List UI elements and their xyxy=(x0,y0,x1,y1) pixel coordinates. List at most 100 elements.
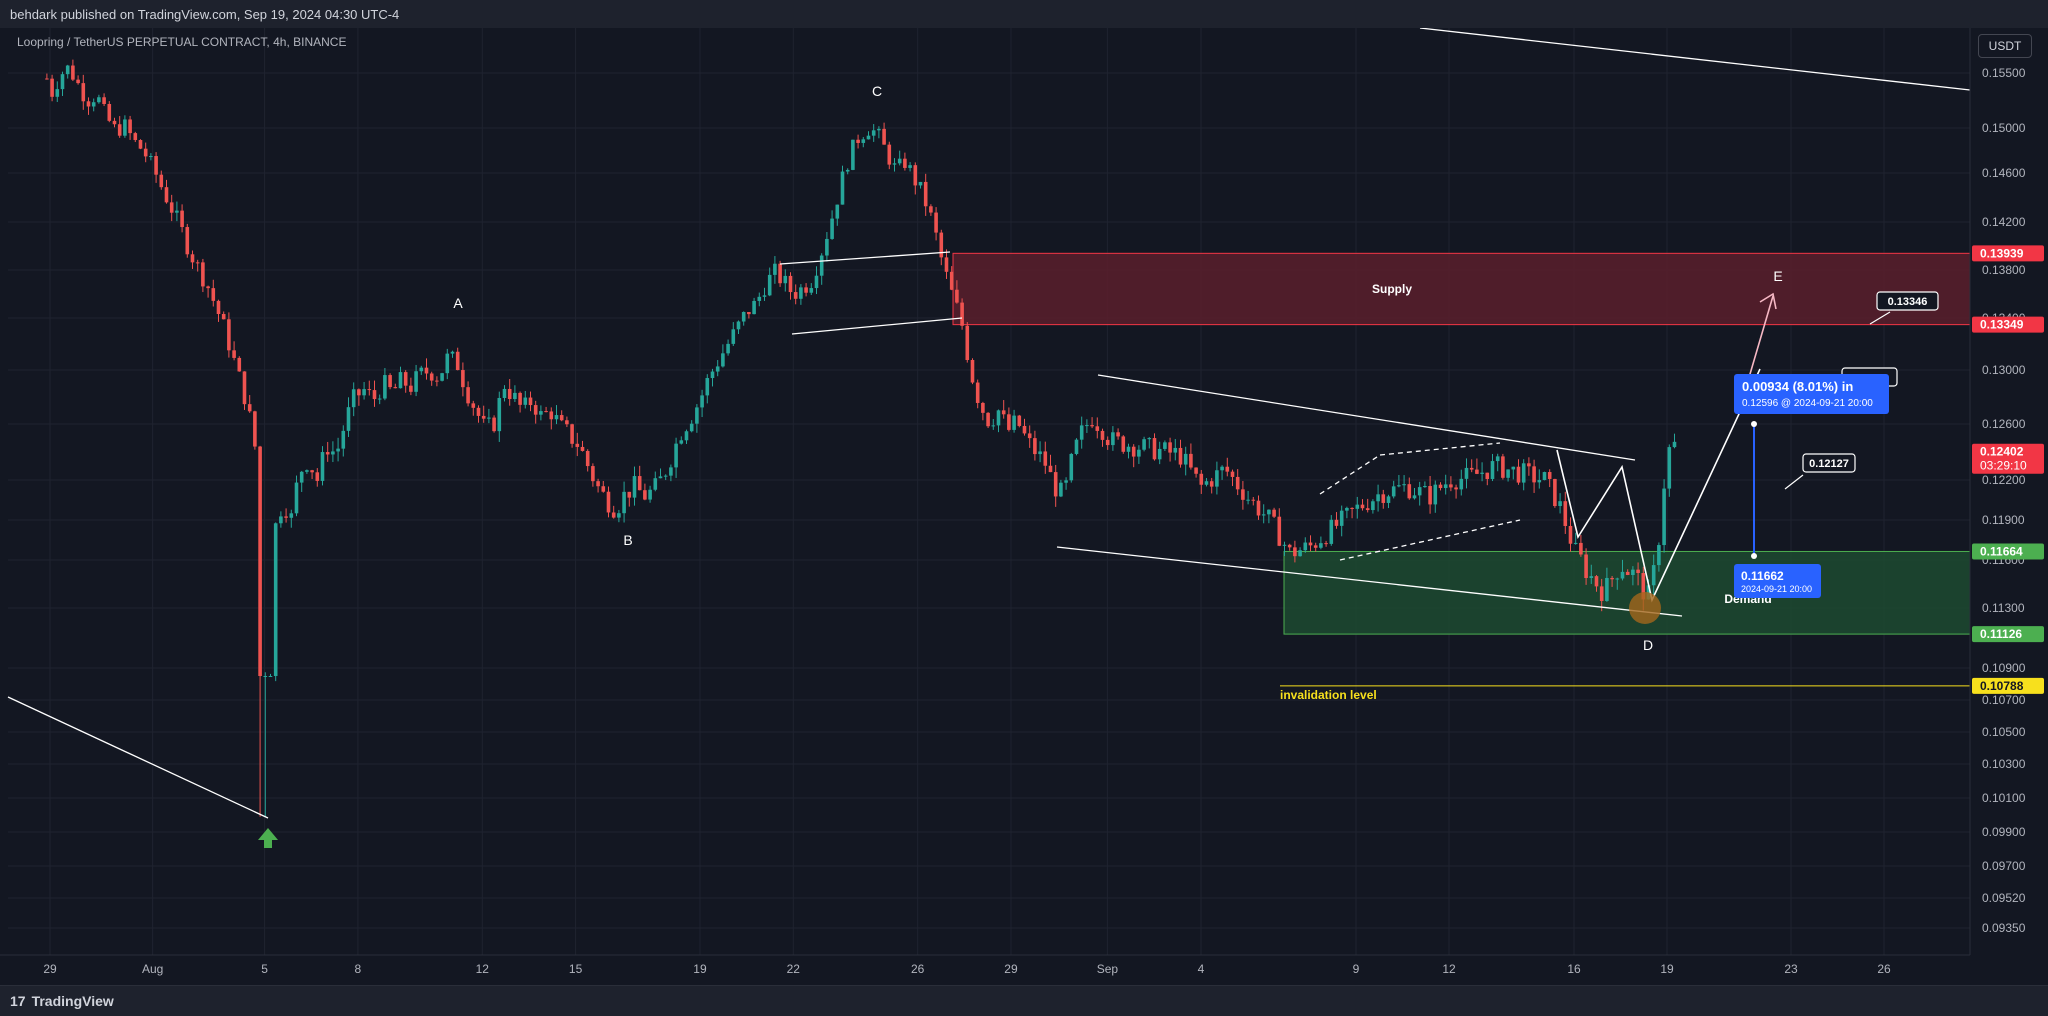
candle-body xyxy=(1022,425,1027,434)
candle-body xyxy=(1209,481,1214,487)
time-tick-label: 8 xyxy=(355,962,362,976)
candle-body xyxy=(273,523,278,676)
candle-body xyxy=(1137,449,1141,457)
candle-body xyxy=(549,411,554,420)
wave-label: B xyxy=(623,532,632,548)
candle-body xyxy=(1469,467,1474,470)
candle-body xyxy=(1568,525,1573,544)
time-tick-label: 29 xyxy=(1004,962,1018,976)
candle-body xyxy=(185,227,190,255)
candle-body xyxy=(279,516,283,524)
candle-body xyxy=(1147,438,1152,440)
candle-body xyxy=(351,389,356,408)
candle-body xyxy=(1553,478,1557,507)
candle-body xyxy=(1053,472,1058,497)
candle-body xyxy=(627,491,632,498)
candle-body xyxy=(1490,461,1495,479)
candle-body xyxy=(1501,456,1505,478)
price-label: 0.13349 xyxy=(1980,318,2024,332)
candle-body xyxy=(502,388,507,398)
candle-body xyxy=(1631,569,1635,575)
price-label: 0.11126 xyxy=(1980,627,2022,641)
price-tick-label: 0.15500 xyxy=(1982,66,2026,80)
candle-body xyxy=(289,513,294,518)
candle-body xyxy=(554,415,559,420)
time-tick-label: Sep xyxy=(1097,962,1119,976)
candle-body xyxy=(1059,482,1063,497)
candle-body xyxy=(1095,426,1100,431)
candle-body xyxy=(102,97,106,104)
candle-body xyxy=(611,512,616,518)
candle-body xyxy=(1007,414,1011,430)
candle-body xyxy=(736,321,741,330)
candle-body xyxy=(1282,544,1287,546)
candle-body xyxy=(923,181,928,207)
candle-body xyxy=(975,382,980,403)
demand-zone xyxy=(1283,550,1971,635)
time-tick-label: 9 xyxy=(1353,962,1360,976)
candle-body xyxy=(1402,484,1406,486)
d-marker xyxy=(1629,592,1661,624)
time-tick-label: 4 xyxy=(1198,962,1205,976)
candle-body xyxy=(1449,484,1453,488)
candle-body xyxy=(294,482,299,514)
price-tick-label: 0.09520 xyxy=(1982,891,2026,905)
candle-body xyxy=(154,156,158,175)
candle-body xyxy=(1605,577,1609,601)
candle-body xyxy=(1142,439,1146,450)
candle-body xyxy=(1428,486,1432,505)
rect-flag-bottom xyxy=(791,317,963,335)
candle-body xyxy=(1662,488,1666,546)
candle-body xyxy=(315,472,320,481)
candle-body xyxy=(419,367,424,372)
price-tick-label: 0.12600 xyxy=(1982,417,2026,431)
candle-body xyxy=(513,392,517,400)
candle-body xyxy=(1100,430,1105,440)
candle-body xyxy=(908,165,912,168)
candle-body xyxy=(1246,499,1250,501)
time-tick-label: 16 xyxy=(1567,962,1581,976)
time-tick-label: 23 xyxy=(1784,962,1798,976)
candle-body xyxy=(1615,578,1620,580)
candle-body xyxy=(1594,576,1599,587)
candle-body xyxy=(1105,439,1110,446)
candle-body xyxy=(528,397,533,406)
currency-button[interactable]: USDT xyxy=(1978,34,2032,58)
supply-label: Supply xyxy=(1372,282,1412,296)
candle-body xyxy=(367,389,372,391)
candle-body xyxy=(1376,494,1380,502)
tradingview-logo[interactable]: 17 TradingView xyxy=(10,993,114,1009)
candle-body xyxy=(996,410,1001,426)
candle-body xyxy=(320,452,325,481)
wave-label: C xyxy=(872,83,882,99)
wedge-bottom xyxy=(1339,519,1521,561)
candle-body xyxy=(1475,469,1479,474)
candle-body xyxy=(1241,489,1245,500)
candle-body xyxy=(986,412,990,427)
candle-body xyxy=(970,359,975,383)
price-tick-label: 0.14600 xyxy=(1982,166,2026,180)
candle-body xyxy=(1589,576,1594,579)
candle-body xyxy=(305,470,309,472)
candle-body xyxy=(242,371,247,405)
candle-body xyxy=(674,443,678,468)
candle-body xyxy=(689,423,694,432)
candle-body xyxy=(341,430,346,449)
candle-body xyxy=(1033,438,1037,455)
candle-body xyxy=(1433,484,1438,505)
measure-dot-top xyxy=(1751,421,1757,427)
candle-body xyxy=(1443,484,1448,489)
candle-body xyxy=(897,158,902,164)
candle-body xyxy=(398,372,403,389)
candle-body xyxy=(1287,544,1292,548)
candle-body xyxy=(138,140,143,149)
countdown-label: 03:29:10 xyxy=(1980,459,2027,473)
target-label-mid: 0.12127 xyxy=(1809,458,1849,470)
channel-top-line xyxy=(1097,374,1636,461)
price-tick-label: 0.09900 xyxy=(1982,825,2026,839)
candle-body xyxy=(596,481,600,487)
candle-body xyxy=(788,275,793,293)
candle-body xyxy=(81,83,86,102)
chart-background xyxy=(0,28,2048,985)
